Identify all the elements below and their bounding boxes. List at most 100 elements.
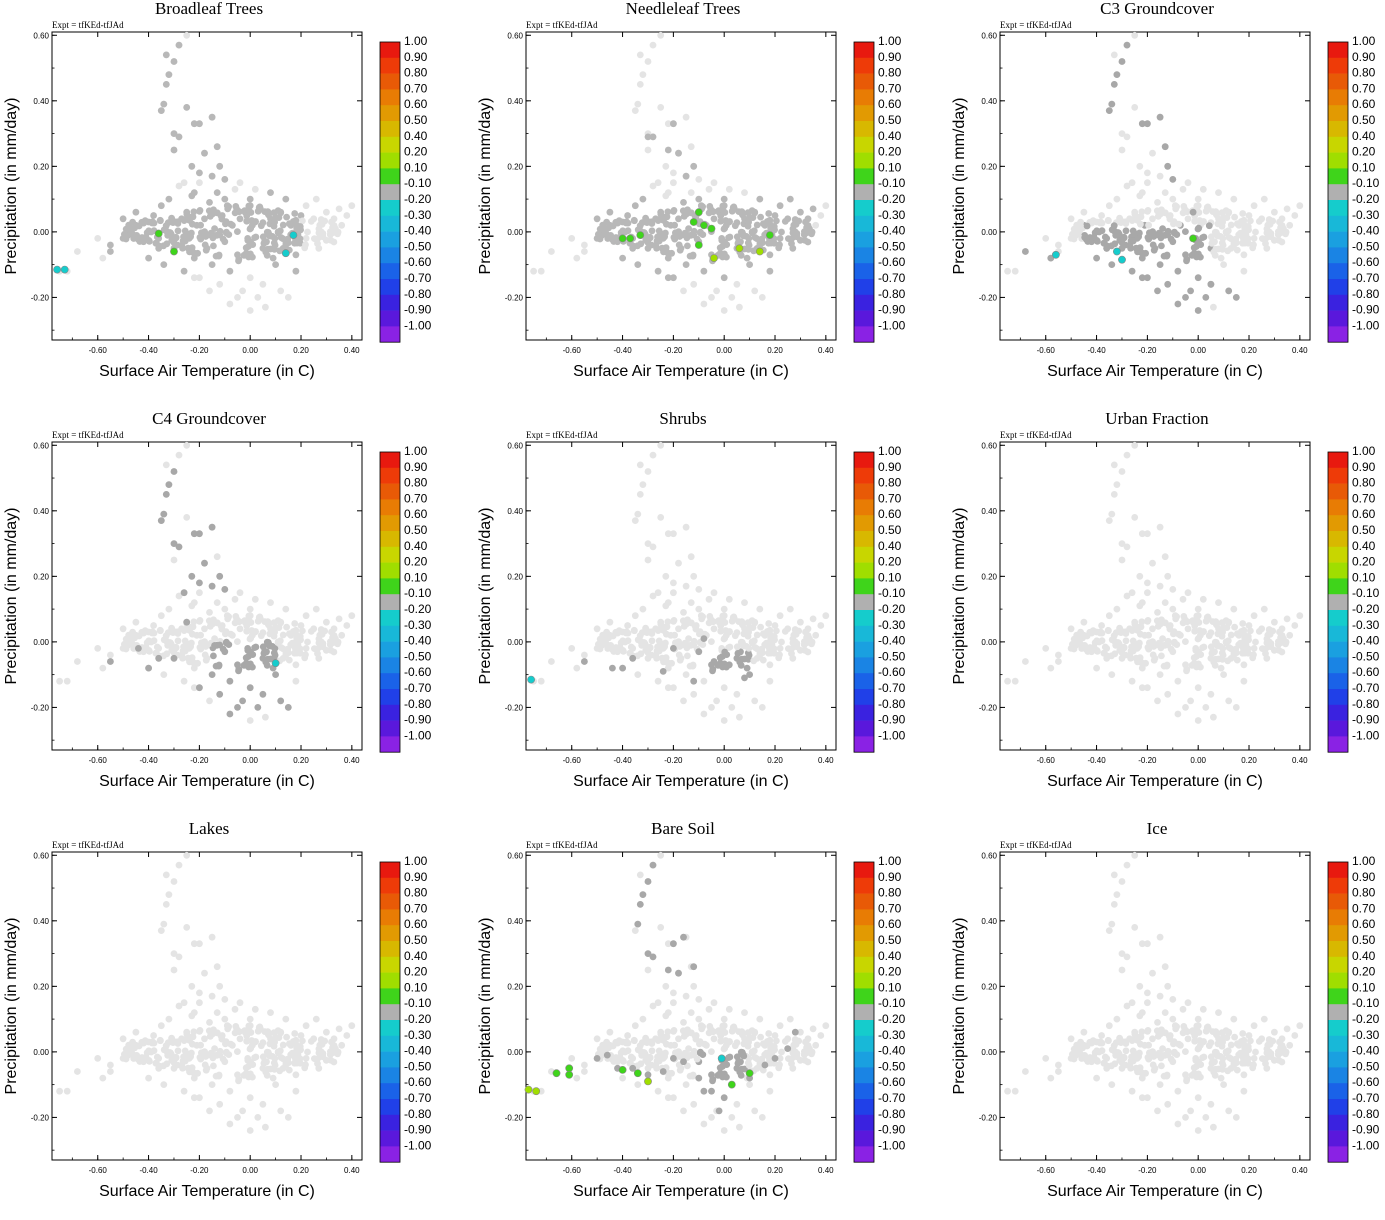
data-point <box>1275 228 1282 236</box>
data-point <box>748 639 756 647</box>
data-point <box>657 514 665 521</box>
highlight-point <box>710 254 718 262</box>
colorbar-label: -0.20 <box>404 1012 432 1026</box>
colorbar-swatch <box>380 972 400 989</box>
data-point <box>63 677 71 685</box>
data-point <box>804 625 812 633</box>
data-point <box>243 1037 251 1045</box>
colorbar-swatch <box>1328 689 1348 706</box>
data-point <box>1098 227 1106 235</box>
data-point <box>643 1039 651 1046</box>
data-point <box>206 1019 213 1026</box>
data-point <box>1275 647 1283 654</box>
data-point <box>249 253 256 261</box>
data-point <box>150 637 158 645</box>
colorbar-label: 0.70 <box>878 901 902 915</box>
data-point <box>1073 1041 1081 1049</box>
x-tick-label: 0.00 <box>242 346 258 355</box>
data-point <box>249 663 256 671</box>
data-point <box>720 307 728 314</box>
highlight-point <box>618 234 627 243</box>
data-point <box>121 640 128 648</box>
data-point <box>1158 1062 1165 1070</box>
data-point <box>1195 634 1203 642</box>
highlight-point <box>552 1069 561 1078</box>
colorbar-swatch <box>854 941 874 958</box>
data-point <box>690 982 698 990</box>
data-point <box>778 1048 785 1056</box>
data-point <box>619 664 626 672</box>
data-point <box>1138 120 1146 128</box>
data-point <box>1138 618 1146 626</box>
data-point <box>1278 1035 1286 1043</box>
data-point <box>690 231 698 239</box>
data-point <box>245 1022 253 1030</box>
data-point <box>662 1049 669 1057</box>
data-point <box>216 690 224 698</box>
colorbar-label: 1.00 <box>1352 444 1376 458</box>
y-tick-label: -0.20 <box>31 703 50 712</box>
data-point <box>316 643 324 651</box>
data-point <box>199 639 207 647</box>
data-point <box>664 966 672 974</box>
data-point <box>766 661 774 669</box>
data-point <box>301 654 309 662</box>
data-point <box>132 208 140 216</box>
x-axis-label: Surface Air Temperature (in C) <box>1047 363 1263 380</box>
y-tick-label: 0.20 <box>981 162 997 171</box>
data-point <box>190 1094 198 1102</box>
data-point <box>221 195 229 203</box>
data-point <box>160 100 168 108</box>
data-point <box>705 1005 713 1013</box>
colorbar-frame <box>853 41 875 343</box>
point-layer <box>53 31 356 314</box>
data-point <box>284 704 292 711</box>
data-point <box>657 851 665 859</box>
data-point <box>690 641 698 649</box>
colorbar-label: 0.70 <box>1352 901 1376 915</box>
data-point <box>1158 242 1165 250</box>
colorbar-swatch <box>1328 294 1348 311</box>
data-point <box>210 242 217 250</box>
data-point <box>234 294 241 301</box>
data-point <box>1233 656 1241 664</box>
colorbar-label: -0.30 <box>878 1028 906 1042</box>
data-point <box>745 1061 753 1069</box>
data-point <box>629 654 637 662</box>
data-point <box>1217 664 1225 672</box>
data-point <box>1240 1036 1248 1044</box>
data-point <box>1130 639 1138 647</box>
data-point <box>182 1049 190 1057</box>
data-point <box>698 1025 706 1033</box>
colorbar-swatch <box>854 641 874 658</box>
data-point <box>1118 146 1126 154</box>
data-point <box>302 645 310 652</box>
highlight-point <box>727 1080 736 1089</box>
data-point <box>206 697 213 705</box>
colorbar-label: -0.20 <box>1352 602 1380 616</box>
data-point <box>1147 1049 1155 1057</box>
x-tick-label: 0.20 <box>293 756 309 765</box>
data-point <box>680 609 687 616</box>
data-point <box>1247 217 1254 225</box>
data-point <box>185 216 193 224</box>
data-point <box>1219 218 1226 226</box>
data-point <box>206 1107 213 1115</box>
data-point <box>653 1064 660 1072</box>
data-point <box>1138 1069 1145 1077</box>
data-point <box>56 1087 63 1095</box>
x-tick-label: -0.60 <box>89 1166 108 1175</box>
scatter-panel: Bare Soil Expt = tfKEd-tfJAd -0.60 -0.40 -0.… <box>474 819 935 1220</box>
data-point <box>267 599 274 606</box>
data-point <box>150 219 158 227</box>
data-point <box>1161 553 1169 561</box>
colorbar-label: 0.40 <box>878 949 902 963</box>
data-point <box>664 146 672 154</box>
expt-label: Expt = tfKEd-tfJAd <box>52 20 124 30</box>
data-point <box>1166 1035 1174 1043</box>
colorbar-swatch <box>1328 988 1348 1005</box>
colorbar-label: 0.80 <box>1352 66 1376 80</box>
data-point <box>338 631 346 639</box>
colorbar-label: -0.50 <box>1352 649 1380 663</box>
data-point <box>234 638 241 645</box>
